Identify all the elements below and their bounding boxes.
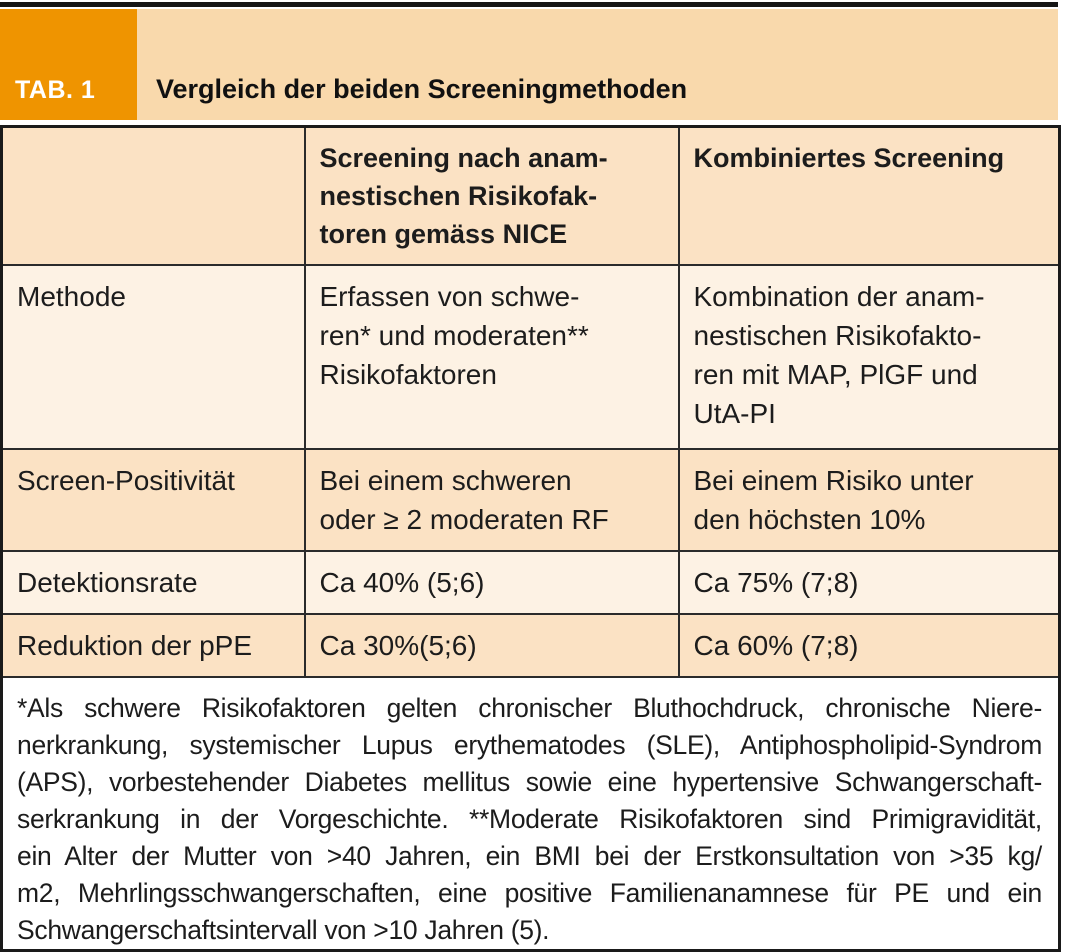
cell-nice: Erfassen von schwe- ren* und moderaten**… [303, 264, 680, 450]
table-row-detektionsrate: Detektionsrate Ca 40% (5;6) Ca 75% (7;8) [0, 550, 1061, 615]
footnote-line: (APS), vorbestehender Diabetes mellitus … [17, 767, 1042, 797]
header-row: Screening nach anam- nestischen Risikofa… [0, 125, 1061, 266]
comparison-table: Screening nach anam- nestischen Risikofa… [0, 125, 1061, 952]
row-label: Screen-Positivität [0, 448, 306, 552]
footnote-line: Schwangerschaftsintervall von >10 Jahren… [17, 915, 550, 945]
top-rule [0, 2, 1058, 7]
table-title: Vergleich der beiden Screeningmethoden [137, 9, 1058, 120]
table-row-methode: Methode Erfassen von schwe- ren* und mod… [0, 264, 1061, 450]
footnote-line: serkrankung in der Vorgeschichte. **Mode… [17, 804, 1042, 834]
cell-combined: Ca 60% (7;8) [677, 613, 1061, 678]
cell-combined: Ca 75% (7;8) [677, 550, 1061, 615]
table-tag: TAB. 1 [0, 9, 137, 120]
table-figure: TAB. 1 Vergleich der beiden Screeningmet… [0, 2, 1061, 952]
cell-combined: Kombination der anam- nestischen Risikof… [677, 264, 1061, 450]
cell-nice: Ca 40% (5;6) [303, 550, 680, 615]
row-label: Detektionsrate [0, 550, 306, 615]
row-label: Reduktion der pPE [0, 613, 306, 678]
col-header-nice: Screening nach anam- nestischen Risikofa… [303, 125, 680, 266]
table-caption-band: TAB. 1 Vergleich der beiden Screeningmet… [0, 9, 1058, 120]
footnote-line: *Als schwere Risikofaktoren gelten chron… [17, 693, 1042, 723]
footnote-row: *Als schwere Risikofaktoren gelten chron… [0, 676, 1061, 952]
row-label: Methode [0, 264, 306, 450]
footnote-line: nerkrankung, systemischer Lupus erythema… [17, 730, 1042, 760]
col-header-combined: Kombiniertes Screening [677, 125, 1061, 266]
table-row-reduktion-ppe: Reduktion der pPE Ca 30%(5;6) Ca 60% (7;… [0, 613, 1061, 678]
col-header-empty [0, 125, 306, 266]
footnote-line: ein Alter der Mutter von >40 Jahren, ein… [17, 841, 1042, 871]
footnote: *Als schwere Risikofaktoren gelten chron… [0, 676, 1061, 952]
table-row-screen-positivitaet: Screen-Positivität Bei einem schweren od… [0, 448, 1061, 552]
cell-nice: Ca 30%(5;6) [303, 613, 680, 678]
cell-nice: Bei einem schweren oder ≥ 2 moderaten RF [303, 448, 680, 552]
cell-combined: Bei einem Risiko unter den höchsten 10% [677, 448, 1061, 552]
footnote-line: m2, Mehrlingsschwangerschaften, eine pos… [17, 878, 1042, 908]
